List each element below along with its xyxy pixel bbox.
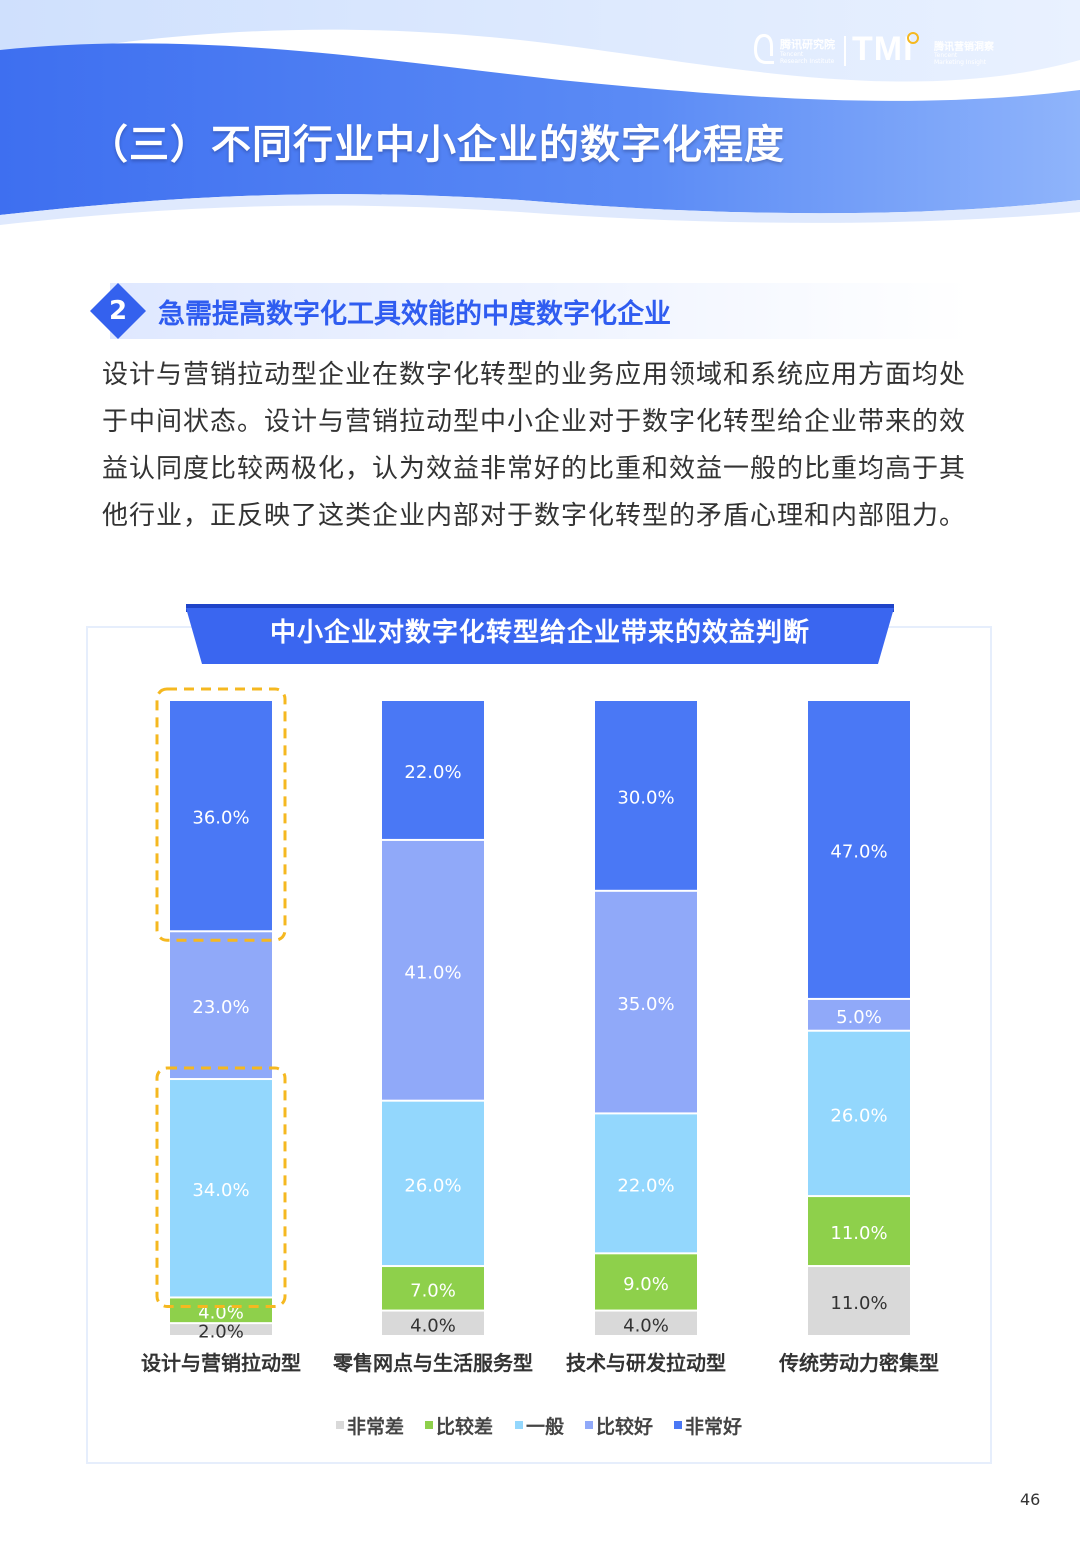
chart-title-banner: [186, 604, 894, 664]
logo-divider: [844, 36, 846, 66]
tencent-research-logo-icon: [754, 34, 774, 64]
header-banner: （三）不同行业中小企业的数字化程度 腾讯研究院 Tencent Research…: [0, 0, 1080, 230]
logo-left-cn: 腾讯研究院: [780, 38, 835, 51]
logo-right-en-2: Marketing Insight: [934, 59, 987, 66]
logo-dot-icon: [907, 32, 919, 44]
diamond-icon: [90, 283, 146, 339]
page-number: 46: [1020, 1490, 1041, 1509]
logo-left-en-2: Research Institute: [780, 58, 835, 65]
chart-title: 中小企业对数字化转型给企业带来的效益判断: [269, 618, 810, 648]
logo-group: 腾讯研究院 Tencent Research Institute TMI 腾讯营…: [752, 30, 1012, 72]
header-wave-background: [0, 0, 1080, 225]
section-title: 急需提高数字化工具效能的中度数字化企业: [158, 299, 671, 330]
body-paragraph: 设计与营销拉动型企业在数字化转型的业务应用领域和系统应用方面均处于中间状态。设计…: [102, 360, 967, 531]
section-heading-bar: [110, 283, 970, 339]
logo-right-en-1: Tencent: [934, 52, 958, 59]
section-number: 2: [108, 296, 128, 326]
chart-frame: [86, 626, 992, 1464]
page-title: （三）不同行业中小企业的数字化程度: [88, 122, 785, 168]
logo-left-en-1: Tencent: [780, 51, 804, 58]
logo-right-cn: 腾讯营销洞察: [934, 42, 994, 53]
logo-tmi: TMI: [852, 30, 914, 68]
